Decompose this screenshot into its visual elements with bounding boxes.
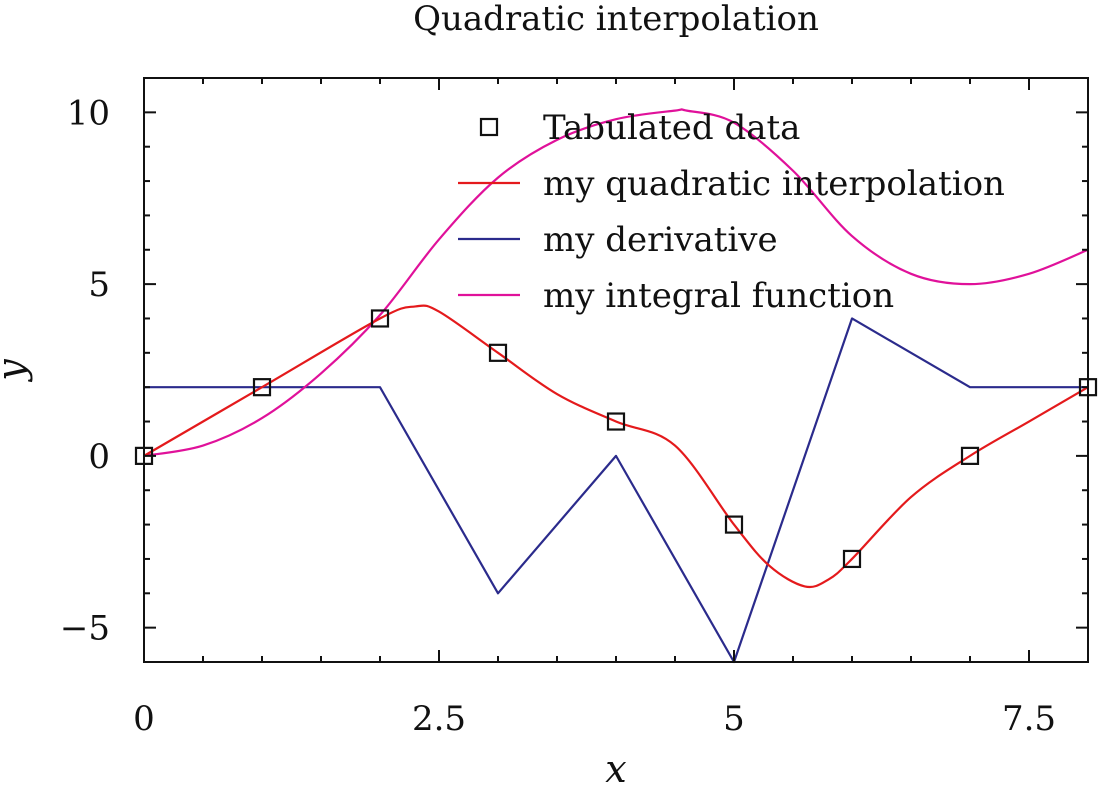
x-tick-label: 5 (723, 699, 745, 739)
chart-title: Quadratic interpolation (413, 0, 819, 39)
series-layer (134, 108, 1098, 664)
x-tick-labels: 0 2.5 5 7.5 (133, 699, 1056, 739)
y-tick-labels: −5 0 5 10 (60, 93, 110, 648)
data-point-marker (960, 446, 980, 465)
ticks-layer (143, 77, 1089, 663)
data-point-marker (488, 343, 508, 362)
x-tick-label: 2.5 (412, 699, 466, 739)
y-tick-label: 0 (88, 437, 110, 477)
legend-marker-0 (479, 117, 499, 137)
legend-label-2: my derivative (543, 220, 778, 260)
x-tick-label: 7.5 (1002, 699, 1056, 739)
legend-label-0: Tabulated data (543, 108, 800, 148)
legend-label-1: my quadratic interpolation (543, 164, 1005, 204)
y-axis-label: y (0, 359, 33, 383)
data-point-marker (842, 549, 862, 569)
x-axis-label: x (605, 747, 626, 787)
y-tick-label: 10 (67, 93, 110, 133)
plot-area (134, 77, 1098, 664)
data-point-marker (606, 412, 626, 431)
series-line-2 (144, 317, 1088, 664)
y-tick-label: −5 (60, 609, 110, 649)
legend: Tabulated data my quadratic interpolation… (458, 108, 1005, 316)
legend-label-3: my integral function (543, 276, 894, 316)
series-line-1 (143, 304, 1089, 589)
data-point-marker (370, 309, 390, 328)
data-point-marker (252, 378, 272, 397)
series-line-3 (143, 108, 1089, 457)
y-tick-label: 5 (88, 265, 110, 305)
data-point-marker (724, 515, 744, 534)
x-tick-label: 0 (133, 699, 155, 739)
